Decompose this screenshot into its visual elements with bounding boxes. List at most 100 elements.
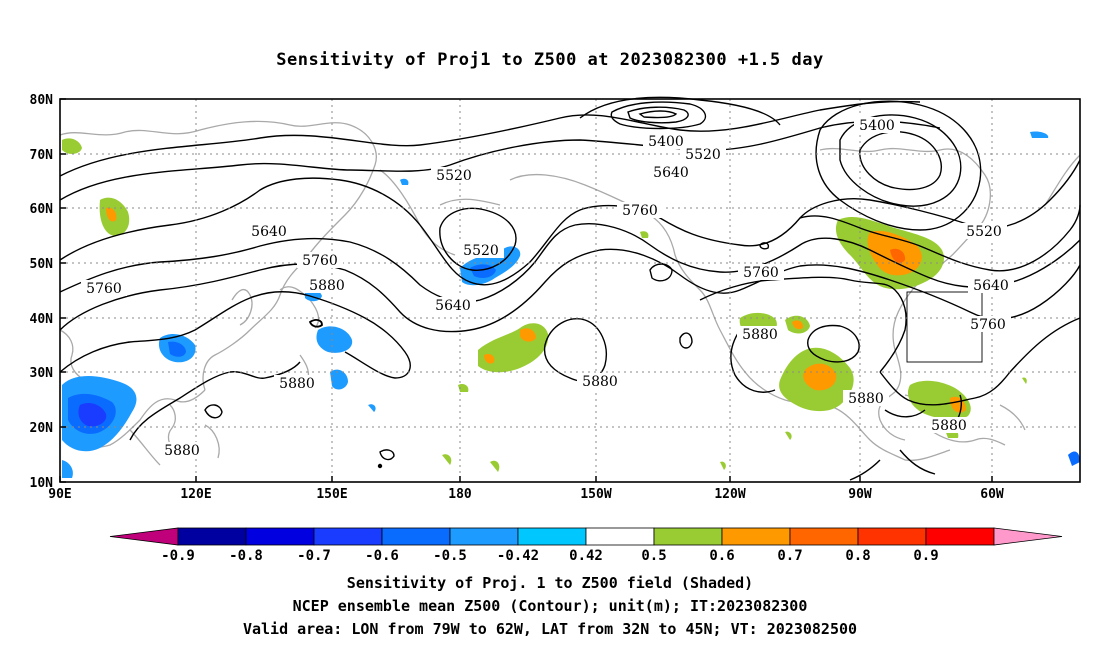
lat-tick-label: 30N <box>30 366 54 381</box>
svg-text:5400: 5400 <box>648 134 684 150</box>
lon-tick-label: 120W <box>714 487 745 502</box>
caption-shaded: Sensitivity of Proj. 1 to Z500 field (Sh… <box>346 574 754 592</box>
lat-tick-label: 20N <box>30 421 54 436</box>
lat-axis <box>60 98 66 483</box>
lon-tick-label: 120E <box>180 487 211 502</box>
colorbar-tick-label: -0.42 <box>497 548 539 564</box>
contour-label: 5640 <box>648 164 694 181</box>
caption-valid-area: Valid area: LON from 79W to 62W, LAT fro… <box>242 620 858 638</box>
svg-text:5520: 5520 <box>436 168 472 184</box>
colorbar-min-triangle <box>109 527 179 546</box>
contour-label: 5760 <box>297 252 343 269</box>
contour-label: 5880 <box>274 375 320 392</box>
svg-text:5520: 5520 <box>966 224 1002 240</box>
lon-tick-label: 60W <box>980 487 1004 502</box>
contour-label: 5760 <box>81 280 127 297</box>
svg-text:5880: 5880 <box>582 374 618 390</box>
colorbar-tick-label: 0.7 <box>777 548 802 564</box>
colorbar-tick-label: -0.8 <box>229 548 263 564</box>
contour-label: 5880 <box>926 417 972 434</box>
z500-contours <box>59 96 1081 481</box>
contour-label: 5760 <box>738 264 784 281</box>
contour-label: 5880 <box>577 373 623 390</box>
colorbar-max-triangle <box>993 527 1063 546</box>
lon-tick-label: 180 <box>448 487 472 502</box>
colorbar-segment <box>653 527 723 546</box>
map-frame <box>59 98 1081 483</box>
lon-tick-label: 150E <box>316 487 347 502</box>
svg-text:5880: 5880 <box>309 278 345 294</box>
caption-contour: NCEP ensemble mean Z500 (Contour); unit(… <box>292 597 808 615</box>
contour-label: 5520 <box>431 167 477 184</box>
contour-label: 5880 <box>737 326 783 343</box>
contour-label: 5640 <box>246 223 292 240</box>
contour-label: 5520 <box>680 146 726 163</box>
contour-label: 5520 <box>458 242 504 259</box>
svg-text:5880: 5880 <box>742 327 778 343</box>
colorbar-segment <box>313 527 383 546</box>
svg-text:5640: 5640 <box>435 298 471 314</box>
colorbar-segment <box>925 527 995 546</box>
svg-text:5400: 5400 <box>859 118 895 134</box>
contour-label: 5880 <box>843 390 889 407</box>
colorbar-tick-label: 0.9 <box>913 548 938 564</box>
colorbar-segment <box>857 527 927 546</box>
lon-tick-label: 150W <box>580 487 611 502</box>
colorbar-tick-label: -0.5 <box>433 548 467 564</box>
colorbar-segment <box>517 527 587 546</box>
lon-axis <box>59 476 993 482</box>
svg-text:5640: 5640 <box>973 278 1009 294</box>
colorbar-segment <box>449 527 519 546</box>
colorbar-segment <box>789 527 859 546</box>
svg-text:5520: 5520 <box>463 243 499 259</box>
contour-label: 5640 <box>968 277 1014 294</box>
contour-labels: 5400 5400 5520 5520 5520 5520 5640 5640 … <box>81 117 1014 459</box>
contour-label: 5400 <box>854 117 900 134</box>
sensitivity-positive <box>62 138 1027 472</box>
colorbar-tick-label: 0.6 <box>709 548 734 564</box>
svg-text:5760: 5760 <box>970 317 1006 333</box>
colorbar-segment <box>245 527 315 546</box>
colorbar-segment <box>585 527 655 546</box>
lat-tick-label: 70N <box>30 148 54 163</box>
contour-label: 5760 <box>965 316 1011 333</box>
svg-text:5640: 5640 <box>251 224 287 240</box>
lon-tick-label: 90E <box>48 487 71 502</box>
plot-title: Sensitivity of Proj1 to Z500 at 20230823… <box>276 50 824 70</box>
svg-text:5520: 5520 <box>685 147 721 163</box>
svg-text:5760: 5760 <box>86 281 122 297</box>
lat-tick-label: 60N <box>30 202 54 217</box>
svg-text:5760: 5760 <box>622 203 658 219</box>
map-background <box>60 99 1080 482</box>
contour-label: 5760 <box>617 202 663 219</box>
svg-text:5880: 5880 <box>164 443 200 459</box>
contour-label: 5400 <box>643 133 689 150</box>
colorbar-segment <box>721 527 791 546</box>
contour-label: 5640 <box>430 297 476 314</box>
colorbar-tick-label: -0.7 <box>297 548 331 564</box>
svg-text:5880: 5880 <box>279 376 315 392</box>
colorbar-tick-label: 0.42 <box>569 548 603 564</box>
contour-label: 5520 <box>961 223 1007 240</box>
colorbar-segment <box>177 527 247 546</box>
lat-tick-label: 10N <box>30 476 54 491</box>
svg-text:5880: 5880 <box>848 391 884 407</box>
lat-tick-label: 80N <box>30 93 54 108</box>
svg-text:5640: 5640 <box>653 165 689 181</box>
contour-label: 5880 <box>159 442 205 459</box>
svg-text:5880: 5880 <box>931 418 967 434</box>
colorbar-segment <box>381 527 451 546</box>
svg-text:5760: 5760 <box>302 253 338 269</box>
lat-tick-label: 40N <box>30 312 54 327</box>
sensitivity-negative <box>62 131 1080 478</box>
colorbar: -0.9 -0.8 -0.7 -0.6 -0.5 -0.42 0.42 0.5 0.6 0.7 0.… <box>109 527 1063 564</box>
lon-tick-label: 90W <box>848 487 872 502</box>
colorbar-tick-label: -0.9 <box>161 548 195 564</box>
colorbar-tick-label: -0.6 <box>365 548 399 564</box>
colorbar-tick-label: 0.8 <box>845 548 870 564</box>
colorbar-tick-label: 0.5 <box>641 548 666 564</box>
contour-label: 5880 <box>304 277 350 294</box>
lat-tick-label: 50N <box>30 257 54 272</box>
graticule <box>60 99 1080 482</box>
